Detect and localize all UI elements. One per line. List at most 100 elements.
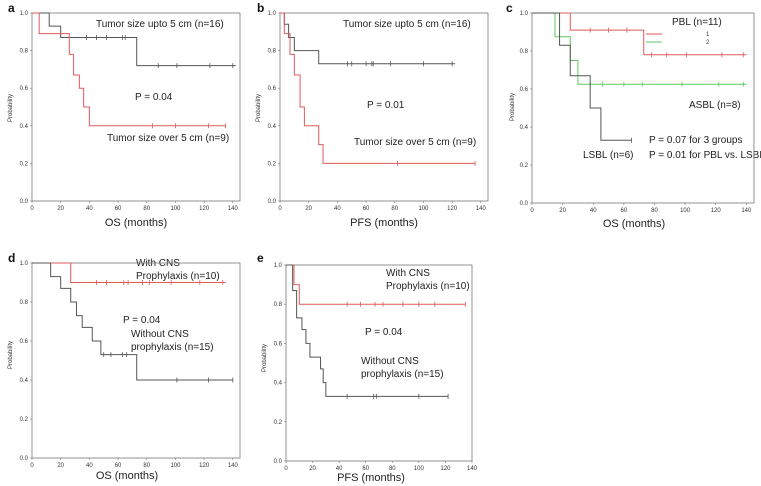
y-tick-label-e: 0.8 — [274, 302, 283, 308]
y-tick-label-d: 0.2 — [20, 417, 29, 423]
x-tick-label-e: 80 — [389, 466, 396, 472]
y-tick-label-a: 0.6 — [20, 86, 29, 92]
x-tick-label-b: 40 — [334, 206, 341, 212]
x-tick-label-d: 40 — [86, 463, 93, 469]
plot-frame-c — [531, 12, 755, 204]
x-tick-label-e: 100 — [414, 466, 425, 472]
x-tick-label-c: 40 — [590, 208, 597, 214]
y-tick-label-e: 0.2 — [274, 420, 283, 426]
y-tick-label-c: 0.4 — [520, 125, 529, 131]
y-tick-label-c: 1.0 — [520, 11, 529, 17]
y-tick-label-d: 1.0 — [20, 261, 29, 267]
y-tick-label-a: 0.0 — [20, 199, 29, 205]
panel-d: d OS (months) Probability With CNS Proph… — [8, 251, 241, 482]
x-tick-label-e: 140 — [467, 466, 478, 472]
annotation-b-upto5cm: Tumor size upto 5 cm (n=16) — [343, 19, 471, 30]
km-curve-d-with-cns-prophylaxis-n-10 — [32, 262, 226, 283]
km-curve-e-without-cns-prophylaxis-n-15 — [286, 264, 449, 397]
x-tick-label-d: 80 — [143, 463, 150, 469]
y-tick-label-b: 0.6 — [268, 86, 277, 92]
y-tick-label-d: 0.0 — [20, 456, 29, 462]
annotation-a-over5cm: Tumor size over 5 cm (n=9) — [107, 133, 229, 144]
plot-frame-e — [285, 264, 473, 462]
x-tick-label-c: 60 — [621, 208, 628, 214]
x-tick-label-a: 80 — [143, 206, 150, 212]
x-tick-label-e: 20 — [309, 466, 316, 472]
x-tick-label-a: 0 — [30, 206, 34, 212]
annotation-e-pvalue: P = 0.04 — [365, 327, 403, 338]
x-tick-label-e: 40 — [336, 466, 343, 472]
x-tick-label-e: 120 — [440, 466, 451, 472]
annotation-d-with-1: With CNS — [136, 258, 180, 269]
annotation-c-p3groups: P = 0.07 for 3 groups — [649, 135, 743, 146]
x-axis-label-b: PFS (months) — [350, 217, 418, 229]
y-tick-label-a: 0.2 — [20, 161, 29, 167]
y-tick-label-d: 0.4 — [20, 378, 29, 384]
km-curve-d-without-cns-prophylaxis-n-15 — [32, 262, 233, 381]
y-tick-label-b: 1.0 — [268, 11, 277, 17]
x-axis-label-c: OS (months) — [603, 218, 665, 230]
x-tick-label-b: 20 — [305, 206, 312, 212]
plot-frame-d — [31, 262, 241, 459]
panel-c: c OS (months) Probability PBL (n=11) 1 2… — [506, 1, 761, 230]
x-tick-label-a: 140 — [228, 206, 239, 212]
annotation-c-asbl: ASBL (n=8) — [689, 100, 741, 111]
x-tick-label-c: 100 — [680, 208, 691, 214]
panel-letter-e: e — [257, 251, 264, 265]
km-curve-c-lsbl — [532, 12, 632, 141]
y-tick-label-c: 0.8 — [520, 49, 529, 55]
annotation-a-upto5cm: Tumor size upto 5 cm (n=16) — [96, 19, 224, 30]
panel-b: b PFS (months) Probability Tumor size up… — [256, 1, 489, 229]
y-tick-label-e: 0.4 — [274, 381, 283, 387]
y-axis-label-d: Probability — [8, 341, 14, 369]
x-axis-label-a: OS (months) — [105, 217, 167, 229]
plot-frame-b — [279, 12, 489, 202]
y-tick-label-c: 0.6 — [520, 87, 529, 93]
panel-letter-c: c — [506, 1, 513, 15]
x-axis-label-e: PFS (months) — [337, 472, 405, 484]
annotation-e-without-2: prophylaxis (n=15) — [361, 369, 444, 380]
annotation-a-pvalue: P = 0.04 — [135, 92, 173, 103]
y-tick-label-e: 0.6 — [274, 341, 283, 347]
x-tick-label-d: 100 — [170, 463, 181, 469]
legend-label-pbl: 1 — [706, 32, 710, 38]
x-tick-label-a: 100 — [170, 206, 181, 212]
annotation-d-pvalue: P = 0.04 — [123, 315, 161, 326]
y-tick-label-e: 0.0 — [274, 459, 283, 465]
y-tick-label-a: 0.8 — [20, 49, 29, 55]
annotation-e-without-1: Without CNS — [361, 356, 419, 367]
panel-a: a OS (months) Probability Tumor size upt… — [8, 1, 241, 229]
x-tick-label-e: 60 — [362, 466, 369, 472]
y-tick-label-b: 0.4 — [268, 124, 277, 130]
annotation-d-without-1: Without CNS — [131, 329, 189, 340]
annotation-c-ppbl-lsbl: P = 0.01 for PBL vs. LSBL — [649, 150, 761, 161]
x-tick-label-c: 120 — [711, 208, 722, 214]
y-tick-label-b: 0.0 — [268, 199, 277, 205]
annotation-e-with-2: Prophylaxis (n=10) — [386, 281, 470, 292]
y-tick-label-a: 1.0 — [20, 11, 29, 17]
x-tick-label-a: 40 — [86, 206, 93, 212]
panel-letter-a: a — [8, 1, 15, 15]
km-curve-a-tumor-size-upto-5-cm-n-16 — [32, 12, 236, 67]
x-tick-label-d: 60 — [115, 463, 122, 469]
legend-label-asbl: 2 — [706, 40, 710, 46]
km-curve-b-tumor-size-over-5-cm-n-9 — [280, 12, 476, 164]
km-curve-c-pbl — [532, 12, 747, 56]
x-tick-label-b: 60 — [363, 206, 370, 212]
annotation-d-with-2: Prophylaxis (n=10) — [136, 271, 220, 282]
x-tick-label-b: 100 — [418, 206, 429, 212]
annotation-b-over5cm: Tumor size over 5 cm (n=9) — [354, 137, 476, 148]
km-curve-a-tumor-size-over-5-cm-n-9 — [32, 12, 226, 127]
panel-letter-d: d — [8, 251, 15, 265]
x-tick-label-a: 120 — [199, 206, 210, 212]
x-tick-label-a: 60 — [115, 206, 122, 212]
x-tick-label-d: 120 — [199, 463, 210, 469]
x-tick-label-d: 20 — [57, 463, 64, 469]
y-tick-label-c: 0.0 — [520, 201, 529, 207]
x-tick-label-b: 0 — [278, 206, 282, 212]
y-axis-label-c: Probability — [510, 93, 516, 121]
x-tick-label-d: 140 — [228, 463, 239, 469]
x-tick-label-b: 80 — [391, 206, 398, 212]
annotation-e-with-1: With CNS — [386, 268, 430, 279]
annotation-d-without-2: prophylaxis (n=15) — [131, 342, 214, 353]
